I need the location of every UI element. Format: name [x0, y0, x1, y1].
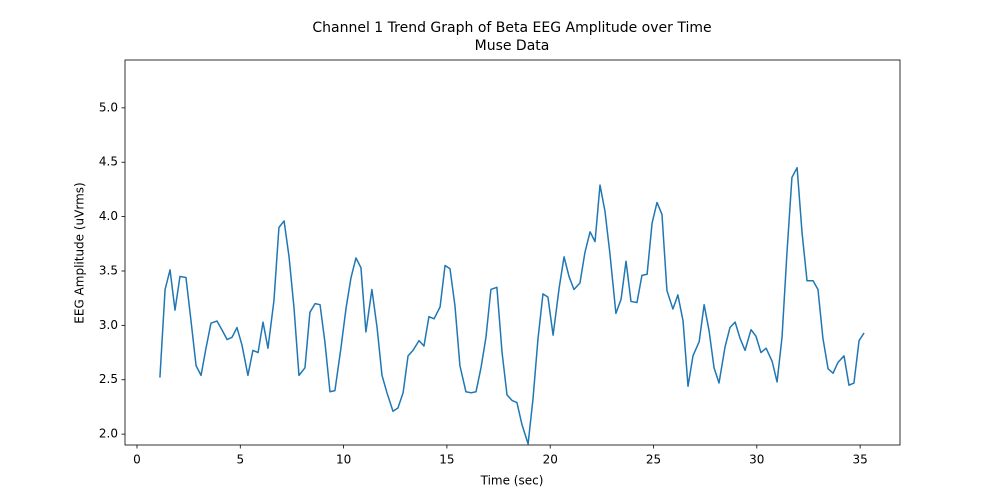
y-tick-label: 2.0: [99, 427, 118, 441]
x-tick-label: 25: [646, 453, 661, 467]
y-tick-label: 4.5: [99, 155, 118, 169]
y-tick-label: 5.0: [99, 100, 118, 114]
data-line: [159, 166, 865, 445]
x-tick-label: 15: [439, 453, 454, 467]
x-tick-label: 10: [336, 453, 351, 467]
y-tick-label: 3.0: [99, 318, 118, 332]
x-axis-label: Time (sec): [480, 474, 544, 488]
y-tick-label: 3.5: [99, 263, 118, 277]
y-axis-label: EEG Amplitude (uVrms): [73, 182, 87, 323]
chart-subtitle: Muse Data: [475, 38, 550, 54]
y-tick-label: 2.5: [99, 372, 118, 386]
x-tick-label: 5: [236, 453, 244, 467]
plot-frame: [124, 59, 901, 446]
x-tick-label: 35: [852, 453, 867, 467]
chart-title: Channel 1 Trend Graph of Beta EEG Amplit…: [312, 20, 711, 36]
x-tick-label: 20: [543, 453, 558, 467]
y-tick-label: 4.0: [99, 209, 118, 223]
x-tick-label: 0: [133, 453, 141, 467]
x-tick-label: 30: [749, 453, 764, 467]
